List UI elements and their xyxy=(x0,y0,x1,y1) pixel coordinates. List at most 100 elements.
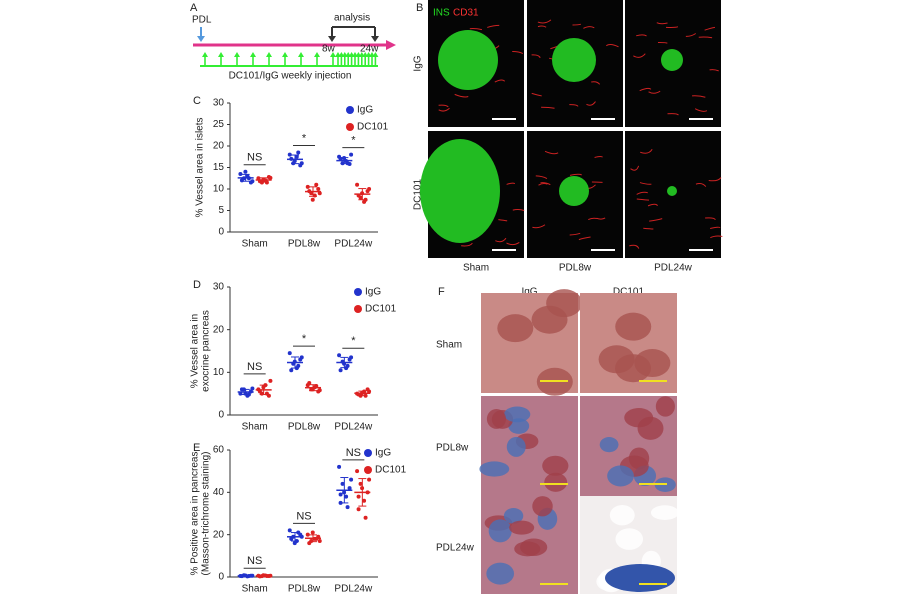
x-tick-label: Sham xyxy=(242,422,268,433)
legend-label: IgG xyxy=(375,448,391,459)
data-point xyxy=(344,494,349,499)
islet xyxy=(661,49,683,71)
vessel xyxy=(657,41,668,44)
y-axis-label: exocrine pancreas xyxy=(201,310,212,392)
data-point xyxy=(338,368,343,373)
vessel xyxy=(532,224,546,229)
x-tick-label: PDL8w xyxy=(288,584,321,594)
vessel xyxy=(541,106,555,109)
y-tick-label: 30 xyxy=(213,98,225,109)
data-point xyxy=(316,187,321,191)
y-tick-label: 20 xyxy=(213,141,225,152)
injection-arrowhead xyxy=(282,52,288,57)
vessel xyxy=(636,191,648,195)
y-axis-label: % Vessel area in islets xyxy=(195,117,206,217)
data-point xyxy=(239,178,244,183)
tissue xyxy=(532,496,553,517)
data-point xyxy=(345,505,350,510)
tissue xyxy=(486,408,506,429)
event-label: PDL xyxy=(192,15,212,26)
vessel xyxy=(469,28,483,31)
x-tick-label: PDL8w xyxy=(288,422,321,433)
vessel xyxy=(643,227,654,230)
y-tick-label: 30 xyxy=(213,282,225,293)
vessel xyxy=(594,156,603,158)
data-point xyxy=(243,169,248,174)
vessel xyxy=(649,218,663,222)
significance-label: * xyxy=(302,132,307,144)
vessel xyxy=(438,107,450,112)
data-point xyxy=(296,150,301,155)
vessel xyxy=(656,22,668,25)
tissue xyxy=(504,406,531,423)
vessel xyxy=(639,182,652,185)
y-tick-label: 0 xyxy=(218,410,224,421)
y-tick-label: 40 xyxy=(213,487,225,498)
tissue xyxy=(607,465,634,487)
vessel xyxy=(461,242,473,247)
column-label: PDL24w xyxy=(654,263,693,274)
vessel xyxy=(487,24,500,28)
data-point xyxy=(355,182,360,187)
legend-marker xyxy=(346,106,354,114)
data-point xyxy=(337,353,342,358)
vessel xyxy=(506,241,520,246)
data-point xyxy=(362,498,367,503)
data-point xyxy=(268,175,273,180)
data-point xyxy=(238,171,243,176)
data-point xyxy=(305,184,310,189)
data-point xyxy=(287,152,292,157)
vessel xyxy=(606,44,619,48)
vessel xyxy=(531,54,541,59)
islet xyxy=(438,30,498,90)
row-label: PDL24w xyxy=(436,543,475,554)
vessel xyxy=(665,26,679,28)
vessel xyxy=(512,209,525,211)
vessel xyxy=(640,149,653,154)
legend-label: IgG xyxy=(357,105,373,116)
y-tick-label: 60 xyxy=(213,445,225,456)
vessel xyxy=(685,33,697,37)
vessel xyxy=(698,36,713,39)
micrograph-grid: IgG DC101 Sham PDL8w PDL24w xyxy=(413,0,723,274)
tissue xyxy=(520,538,548,556)
vessel xyxy=(572,23,582,26)
tissue xyxy=(599,437,619,453)
vessel xyxy=(710,235,723,239)
tissue xyxy=(637,416,664,440)
row-label: DC101 xyxy=(413,179,424,211)
vessel xyxy=(495,237,507,243)
vessel xyxy=(648,90,661,94)
vessel xyxy=(709,69,719,72)
vessel xyxy=(695,183,707,187)
tissue xyxy=(615,528,644,550)
significance-label: * xyxy=(351,335,356,347)
significance-label: * xyxy=(302,333,307,345)
y-tick-label: 20 xyxy=(213,529,225,540)
y-tick-label: 15 xyxy=(213,162,225,173)
legend-marker xyxy=(364,466,372,474)
significance-label: NS xyxy=(247,361,262,373)
vessel xyxy=(636,198,650,201)
analysis-arrow xyxy=(371,36,379,42)
significance-label: NS xyxy=(247,152,262,164)
y-axis-label: % Vessel area in xyxy=(190,314,201,389)
legend-marker xyxy=(346,123,354,131)
time-label: 24w xyxy=(360,44,379,55)
vessel xyxy=(506,182,516,185)
data-point xyxy=(317,388,322,393)
vessel xyxy=(578,236,591,241)
legend-marker xyxy=(354,305,362,313)
data-point xyxy=(367,187,372,191)
vessel xyxy=(454,93,469,98)
vessel xyxy=(667,113,679,116)
vessel xyxy=(544,150,559,155)
vessel xyxy=(647,203,658,207)
vessel xyxy=(537,25,547,28)
data-point xyxy=(294,154,299,159)
stain-label: INS xyxy=(433,8,450,19)
injection-arrowhead xyxy=(330,52,336,57)
column-label: DC101 xyxy=(613,287,645,298)
legend-label: IgG xyxy=(365,287,381,298)
